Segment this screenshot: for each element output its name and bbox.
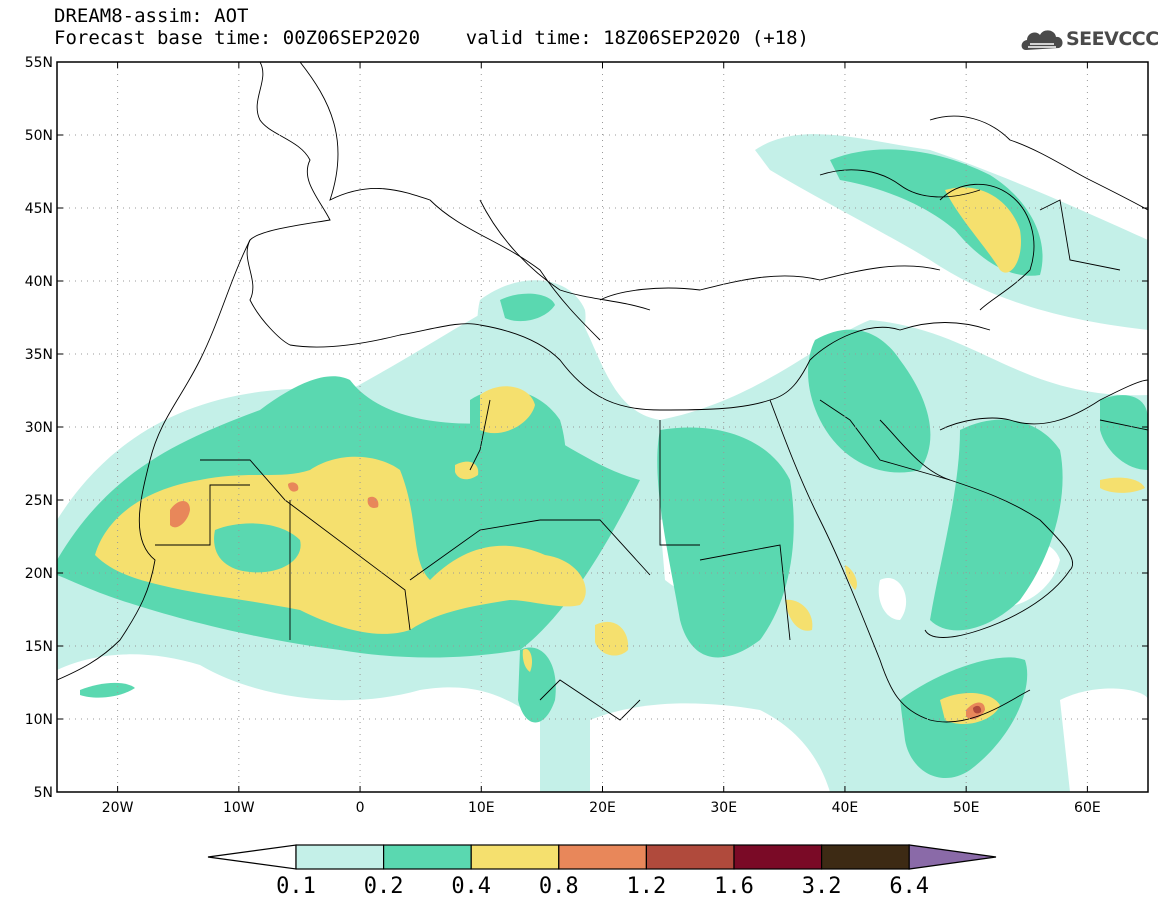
aot-level-0.4 [95, 187, 1145, 725]
lon-tick-label: 50E [953, 800, 980, 816]
seevccc-logo: SEEVCCC [1066, 28, 1159, 50]
colorbar-label: 1.6 [714, 874, 754, 899]
lat-tick-label: 15N [25, 639, 53, 655]
colorbar-label: 0.4 [451, 874, 491, 899]
latitude-axis: 55N 50N 45N 40N 35N 30N 25N 20N 15N 10N 5N [25, 55, 1148, 801]
colorbar-segment [470, 844, 560, 870]
lat-tick-label: 10N [25, 712, 53, 728]
lon-tick-label: 10W [223, 800, 255, 816]
lon-tick-label: 40E [832, 800, 859, 816]
map-title: DREAM8-assim: AOT [54, 5, 249, 27]
lat-tick-label: 5N [34, 785, 53, 801]
colorbar-segment [645, 844, 735, 870]
lon-tick-label: 10E [468, 800, 495, 816]
colorbar-label: 1.2 [627, 874, 667, 899]
lat-tick-label: 30N [25, 420, 53, 436]
aot-field [57, 62, 1148, 792]
colorbar-segment [733, 844, 823, 870]
cloud-icon [1021, 30, 1063, 50]
lon-tick-label: 0 [356, 800, 365, 816]
colorbar-label: 0.2 [364, 874, 404, 899]
lon-tick-label: 20W [102, 800, 134, 816]
lat-tick-label: 35N [25, 347, 53, 363]
lon-tick-label: 60E [1074, 800, 1101, 816]
lat-tick-label: 20N [25, 566, 53, 582]
lon-tick-label: 30E [710, 800, 737, 816]
colorbar-label: 0.1 [276, 874, 316, 899]
colorbar-label: 6.4 [889, 874, 929, 899]
aot-colorbar: 0.1 0.2 0.4 0.8 1.2 1.6 3.2 6.4 [207, 844, 997, 899]
lat-tick-label: 50N [25, 128, 53, 144]
lon-tick-label: 20E [589, 800, 616, 816]
coastlines-and-borders [57, 62, 1148, 723]
colorbar-low-triangle [207, 844, 297, 870]
colorbar-segment [558, 844, 647, 870]
colorbar-segment [820, 844, 910, 870]
lat-tick-label: 40N [25, 274, 53, 290]
lat-tick-label: 55N [25, 55, 53, 71]
colorbar-high-triangle [908, 844, 997, 870]
lat-tick-label: 45N [25, 201, 53, 217]
longitude-axis: 20W 10W 0 10E 20E 30E 40E 50E 60E [102, 62, 1101, 816]
colorbar-label: 3.2 [802, 874, 842, 899]
forecast-time-subtitle: Forecast base time: 00Z06SEP2020 valid t… [54, 27, 809, 49]
colorbar-segment [295, 844, 385, 870]
colorbar-segment [383, 844, 472, 870]
lat-tick-label: 25N [25, 493, 53, 509]
colorbar-label: 0.8 [539, 874, 579, 899]
